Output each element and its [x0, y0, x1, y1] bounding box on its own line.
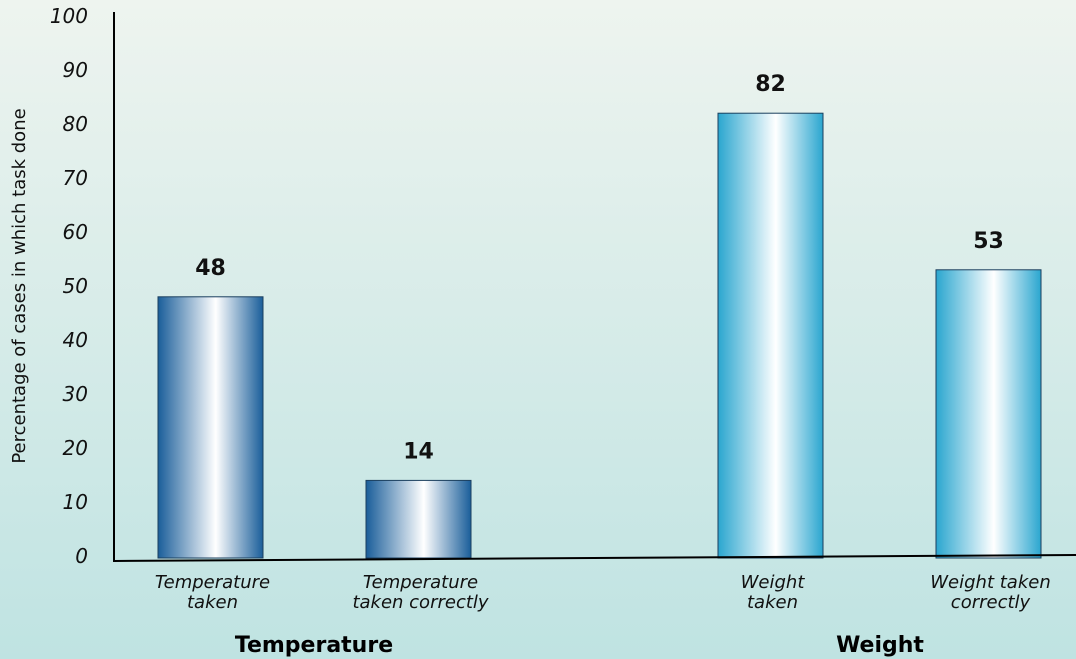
y-tick-label: 10 — [63, 490, 88, 514]
bar — [935, 269, 1042, 559]
group-label: Weight — [836, 633, 924, 658]
x-tick-label: correctly — [951, 592, 1031, 613]
y-tick-label: 40 — [63, 328, 88, 352]
group-label: Temperature — [235, 633, 393, 658]
y-axis-label: Percentage of cases in which task done — [9, 108, 30, 463]
data-label: 14 — [403, 439, 434, 464]
y-tick-label: 0 — [75, 544, 88, 568]
x-tick-label: taken — [747, 592, 798, 613]
y-tick-label: 20 — [63, 436, 88, 460]
y-tick-label: 90 — [63, 58, 88, 82]
data-label: 53 — [973, 229, 1004, 254]
data-label: 82 — [755, 72, 786, 97]
y-tick-label: 30 — [63, 382, 88, 406]
data-label: 48 — [195, 256, 226, 281]
y-tick-label: 100 — [50, 4, 88, 28]
x-axis-line — [113, 554, 1076, 562]
y-tick-label: 50 — [63, 274, 88, 298]
y-tick-label: 70 — [63, 166, 88, 190]
bar — [157, 296, 264, 559]
x-tick-label: Temperature — [363, 572, 478, 593]
bar — [365, 479, 472, 559]
bar — [717, 112, 824, 559]
x-tick-label: Weight — [741, 572, 806, 593]
x-tick-label: taken — [187, 592, 238, 613]
y-tick-label: 80 — [63, 112, 88, 136]
x-tick-label: taken correctly — [352, 592, 488, 613]
bars: 48 14 82 53 — [157, 72, 1042, 559]
x-tick-label: Weight taken — [930, 572, 1050, 593]
x-tick-label: Temperature — [155, 572, 270, 593]
y-axis-ticks: 0 10 20 30 40 50 60 70 80 90 100 — [50, 4, 88, 568]
y-tick-label: 60 — [63, 220, 88, 244]
